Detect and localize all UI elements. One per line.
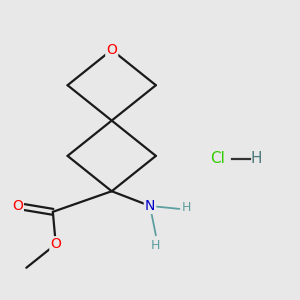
Text: N: N <box>145 199 155 213</box>
Text: H: H <box>250 151 262 166</box>
Text: O: O <box>106 43 117 57</box>
Text: H: H <box>151 239 160 252</box>
Text: O: O <box>50 237 61 251</box>
Text: H: H <box>182 201 191 214</box>
Text: Cl: Cl <box>210 151 225 166</box>
Text: O: O <box>12 199 23 213</box>
